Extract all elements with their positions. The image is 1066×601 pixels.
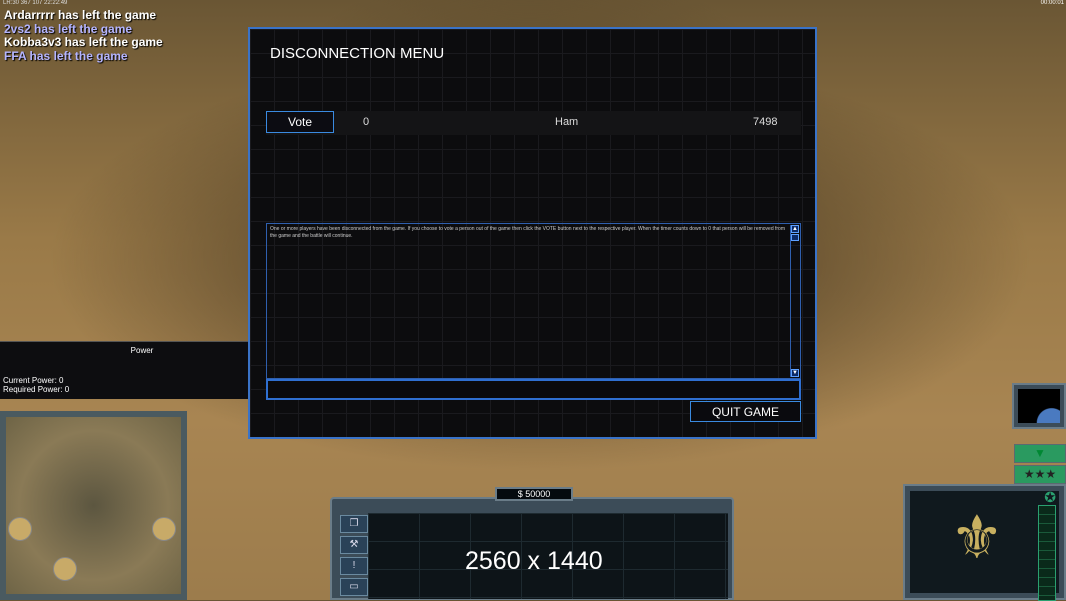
current-power: Current Power: 0 — [3, 376, 64, 385]
chat-input[interactable] — [266, 379, 801, 400]
minimap-base — [152, 517, 176, 541]
scrollbar[interactable]: ▲ ▼ — [790, 225, 799, 377]
quit-game-button[interactable]: QUIT GAME — [690, 401, 801, 422]
hud-stats: LR:30 367 107 22:22:49 — [3, 0, 68, 6]
dialog-title: DISCONNECTION MENU — [270, 45, 445, 62]
minimap-base — [53, 557, 77, 581]
sign-icon[interactable]: ▭ — [340, 578, 368, 596]
windows-icon[interactable]: ❐ — [340, 515, 368, 533]
power-title: Power — [130, 346, 154, 355]
disconnect-timer: 7498 — [753, 116, 778, 128]
satellite-icon[interactable] — [1012, 383, 1066, 429]
scroll-up-button[interactable]: ▲ — [791, 225, 799, 233]
rank-progress-bar — [1038, 505, 1056, 601]
minimap[interactable] — [0, 411, 187, 600]
player-row: Vote 0 Ham 7498 — [266, 111, 801, 135]
stars-icon[interactable]: ★★★ — [1014, 465, 1066, 484]
chat-message: 2vs2 has left the game — [4, 21, 133, 36]
message-box: One or more players have been disconnect… — [266, 223, 801, 379]
vote-count: 0 — [363, 116, 370, 128]
chat-message: Ardarrrrr has left the game — [4, 8, 157, 22]
player-name: Ham — [555, 116, 579, 128]
scroll-down-button[interactable]: ▼ — [791, 369, 799, 377]
chat-log: Ardarrrrr has left the game 2vs2 has lef… — [4, 8, 163, 63]
faction-crest-icon: ⚜ — [950, 504, 1004, 571]
chat-message: Kobba3v3 has left the game — [4, 35, 163, 49]
alert-icon[interactable]: ! — [340, 557, 368, 575]
rank-star-icon[interactable]: ✪ — [1044, 489, 1056, 505]
disconnection-dialog: DISCONNECTION MENU Vote 0 Ham 7498 One o… — [248, 27, 817, 439]
command-bar: ❐ ⚒ ! ▭ 2560 x 1440 — [330, 497, 734, 600]
chat-message: FFA has left the game — [4, 48, 128, 63]
general-panel: ⚜ ✪ — [903, 484, 1066, 601]
chevron-down-icon[interactable]: ▼ — [1014, 444, 1066, 463]
scroll-thumb[interactable] — [791, 234, 799, 241]
build-grid[interactable] — [368, 513, 728, 599]
required-power: Required Power: 0 — [3, 385, 70, 394]
wrench-icon[interactable]: ⚒ — [340, 536, 368, 554]
power-panel: Power Current Power: 0 Required Power: 0 — [0, 341, 248, 399]
resolution-overlay: 2560 x 1440 — [465, 547, 603, 575]
money-display: $ 50000 — [495, 487, 573, 501]
game-clock: 00:00:01 — [1040, 0, 1064, 6]
message-text: One or more players have been disconnect… — [270, 226, 786, 239]
minimap-base — [8, 517, 32, 541]
vote-button[interactable]: Vote — [266, 111, 334, 133]
